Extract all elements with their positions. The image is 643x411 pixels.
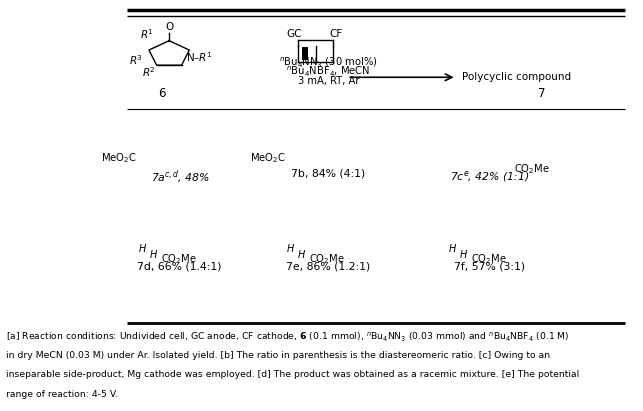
Text: $^n$Bu$_4$NBF$_4$, MeCN: $^n$Bu$_4$NBF$_4$, MeCN (286, 65, 371, 79)
Text: 7: 7 (538, 87, 546, 100)
Text: 7e, 86% (1.2:1): 7e, 86% (1.2:1) (285, 262, 370, 272)
Text: O: O (165, 22, 173, 32)
Text: $R^1$: $R^1$ (140, 28, 154, 42)
Text: CF: CF (330, 29, 343, 39)
Text: H: H (139, 245, 147, 254)
Text: 7a$^{c,d}$, 48%: 7a$^{c,d}$, 48% (150, 169, 210, 186)
Text: 6: 6 (158, 87, 166, 100)
Text: 7b, 84% (4:1): 7b, 84% (4:1) (291, 169, 365, 178)
Bar (302, 47, 308, 60)
Text: CO$_2$Me: CO$_2$Me (471, 252, 507, 266)
Text: CO$_2$Me: CO$_2$Me (161, 252, 197, 266)
Text: $^n$Bu$_4$NN$_3$ (30 mol%): $^n$Bu$_4$NN$_3$ (30 mol%) (279, 55, 378, 69)
Text: H: H (459, 250, 467, 260)
Text: MeO$_2$C: MeO$_2$C (101, 151, 137, 165)
Text: 3 mA, RT, Ar: 3 mA, RT, Ar (298, 76, 359, 86)
Text: CO$_2$Me: CO$_2$Me (514, 162, 550, 176)
Text: H: H (287, 245, 294, 254)
Text: H: H (297, 250, 305, 260)
Text: $R^3$: $R^3$ (129, 53, 143, 67)
Text: MeO$_2$C: MeO$_2$C (249, 151, 285, 165)
Text: 7d, 66% (1.4:1): 7d, 66% (1.4:1) (136, 262, 221, 272)
Text: 7f, 57% (3:1): 7f, 57% (3:1) (455, 262, 525, 272)
Text: $R^2$: $R^2$ (142, 65, 156, 79)
Text: range of reaction: 4-5 V.: range of reaction: 4-5 V. (6, 390, 118, 399)
Text: CO$_2$Me: CO$_2$Me (309, 252, 345, 266)
Text: GC: GC (287, 29, 302, 39)
Text: 7c$^e$, 42% (1:1): 7c$^e$, 42% (1:1) (450, 169, 530, 183)
Text: in dry MeCN (0.03 M) under Ar. Isolated yield. [b] The ratio in parenthesis is t: in dry MeCN (0.03 M) under Ar. Isolated … (6, 351, 550, 360)
Text: N–$R^1$: N–$R^1$ (186, 50, 213, 64)
Text: H: H (149, 250, 157, 260)
Text: inseparable side-product, Mg cathode was employed. [d] The product was obtained : inseparable side-product, Mg cathode was… (6, 370, 580, 379)
Text: Polycyclic compound: Polycyclic compound (462, 72, 571, 82)
Text: H: H (449, 245, 457, 254)
Text: [a] Reaction conditions: Undivided cell, GC anode, CF cathode, $\mathbf{6}$ (0.1: [a] Reaction conditions: Undivided cell,… (6, 331, 570, 344)
